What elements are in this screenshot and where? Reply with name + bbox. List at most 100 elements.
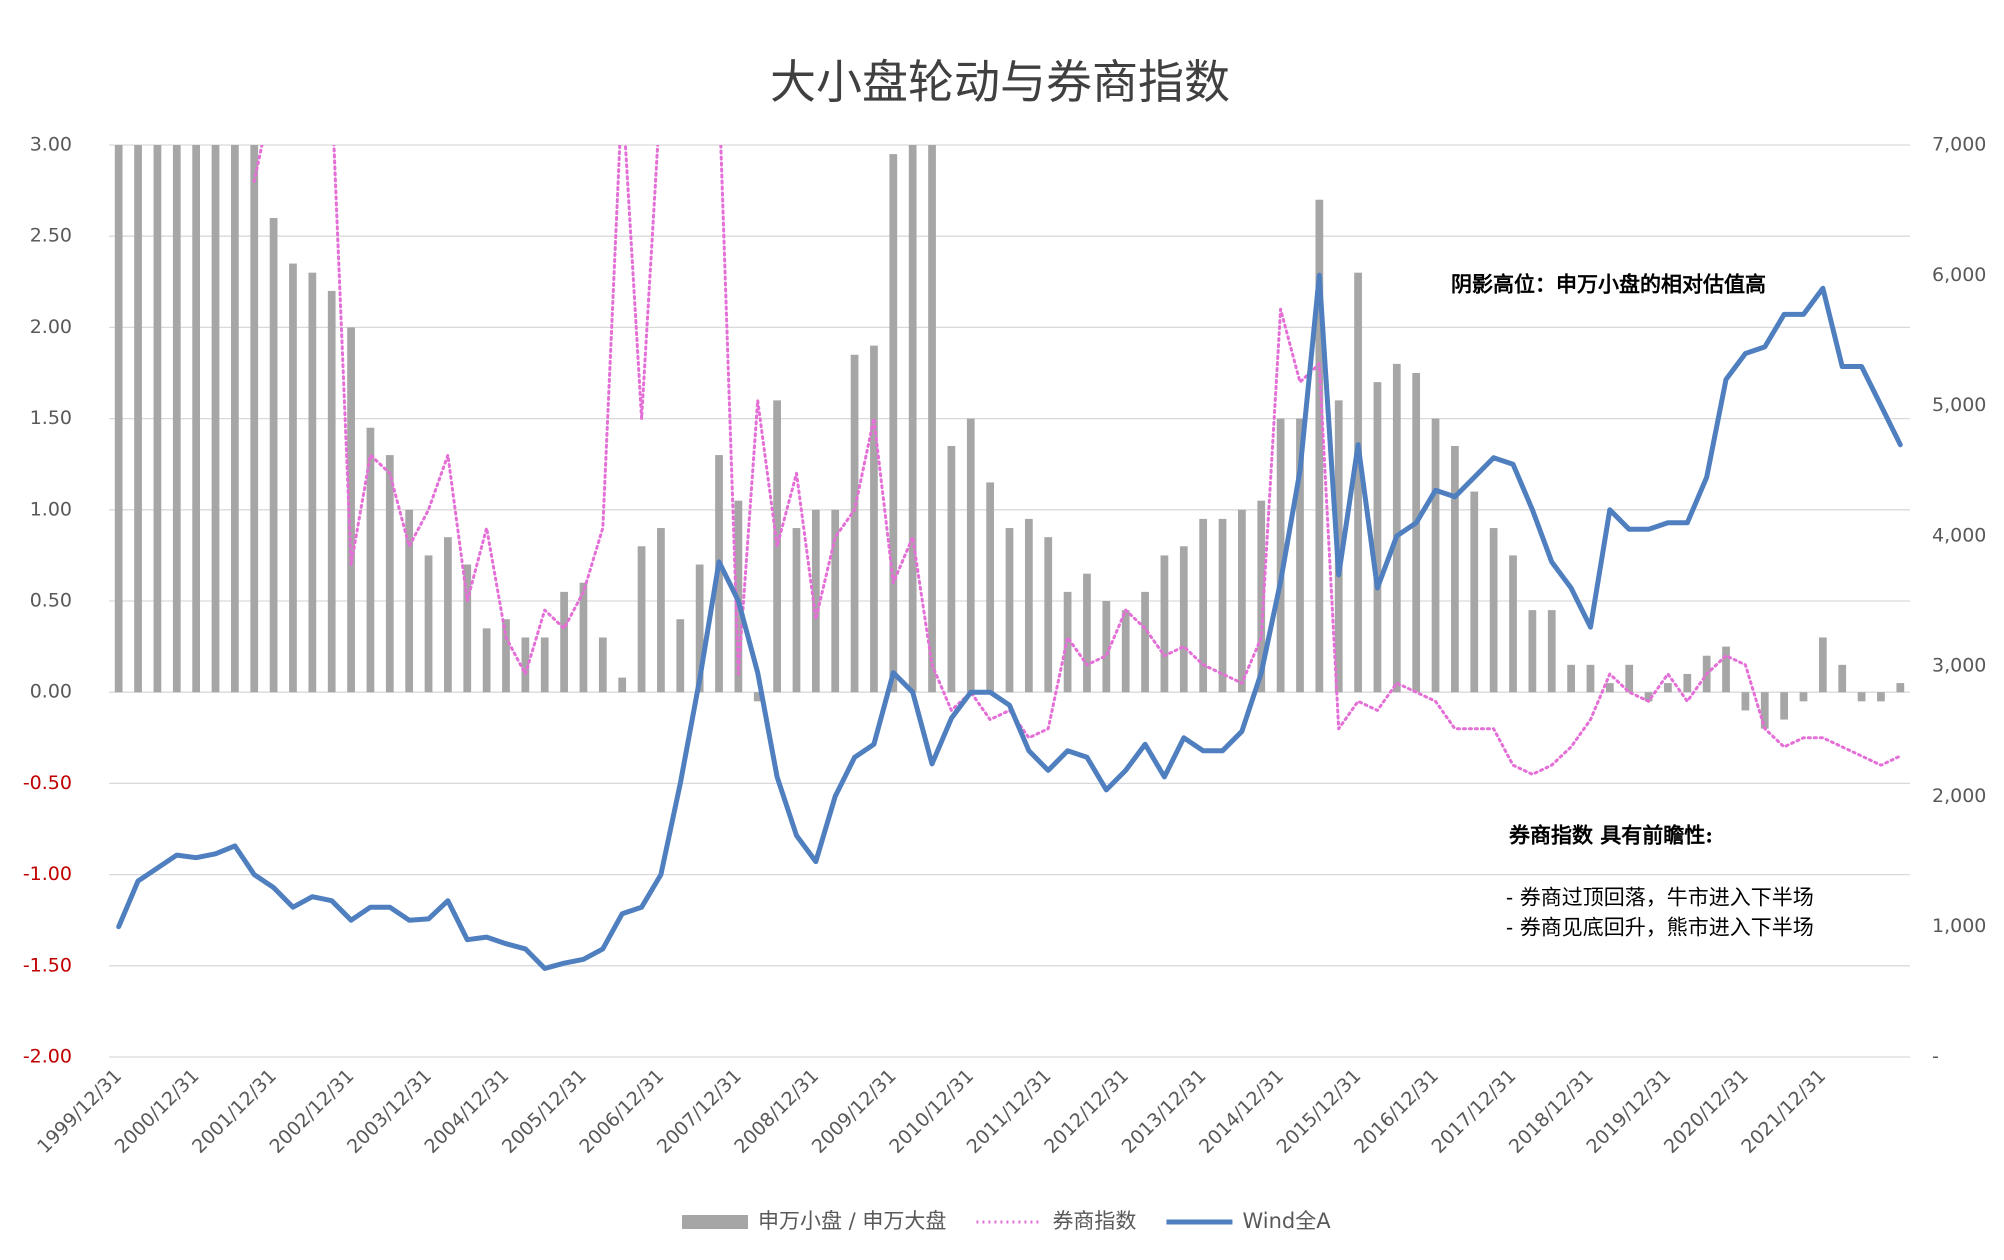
bar (1257, 500, 1266, 693)
bar (966, 418, 975, 693)
line-series (116, 272, 1903, 971)
bar (1586, 664, 1595, 693)
bar (908, 145, 917, 693)
bar (405, 509, 414, 693)
bar (1121, 610, 1130, 693)
bar (1276, 418, 1285, 693)
annotation: 阴影高位：申万小盘的相对估值高 (1451, 272, 1766, 297)
bar (192, 145, 201, 693)
bar (1179, 546, 1188, 693)
bar (502, 619, 510, 693)
line-series (252, 145, 1902, 776)
bar (1644, 692, 1653, 702)
bar (1605, 683, 1614, 693)
bar (811, 509, 820, 693)
bar (1664, 683, 1672, 693)
x-tick-label: 2021/12/31 (1737, 1065, 1830, 1158)
bar (1818, 637, 1827, 693)
bar (1218, 518, 1227, 693)
y-tick-label: -2.00 (23, 1046, 72, 1068)
y-tick-label: 3.00 (30, 134, 72, 156)
bar (153, 145, 162, 693)
bar (1160, 555, 1169, 693)
bar (579, 582, 588, 693)
y-tick-label: 2.50 (30, 225, 72, 247)
chart-title: 大小盘轮动与券商指数 (770, 55, 1230, 109)
bar (1392, 363, 1401, 693)
bar (598, 637, 607, 693)
y2-tick-label: 5,000 (1932, 394, 1986, 416)
bar (1238, 509, 1246, 693)
y2-tick-label: 1,000 (1932, 915, 1986, 937)
bar (1451, 445, 1459, 693)
bar (560, 591, 568, 693)
bar (134, 145, 142, 693)
bar (1412, 373, 1421, 693)
plot-area (114, 145, 1905, 971)
bar (444, 537, 452, 693)
bar (521, 637, 530, 693)
bar (1489, 528, 1498, 693)
y-tick-label: 0.00 (30, 681, 72, 703)
bar (1199, 518, 1208, 693)
y2-tick-label: 3,000 (1932, 655, 1986, 677)
bar (347, 327, 355, 693)
bar (114, 145, 123, 693)
bar (986, 482, 995, 693)
bar (1431, 418, 1440, 693)
bar (889, 154, 898, 693)
bar (385, 455, 394, 693)
bar (947, 445, 956, 693)
bar (1044, 537, 1053, 693)
bar (1625, 664, 1634, 693)
bar (250, 145, 259, 693)
bar (695, 564, 704, 693)
bar (1760, 692, 1769, 729)
bar (1683, 673, 1692, 693)
bar (1547, 610, 1556, 693)
bar (289, 263, 297, 693)
bar (1005, 528, 1014, 693)
bar (540, 637, 549, 693)
y2-tick-label: 7,000 (1932, 134, 1986, 156)
bar (1024, 518, 1033, 693)
y2-tick-label: 2,000 (1932, 785, 1986, 807)
bar (1722, 646, 1730, 693)
bar (753, 692, 762, 702)
bar (1470, 491, 1479, 693)
y-tick-label: 1.50 (30, 407, 72, 429)
bar (482, 628, 491, 693)
bar (1741, 692, 1750, 711)
bar (850, 354, 859, 693)
bar (676, 619, 685, 693)
bar (1315, 199, 1324, 693)
bar (366, 427, 375, 693)
bar (269, 217, 278, 693)
y-tick-label: -1.50 (23, 954, 72, 976)
annotation: - 券商见底回升，熊市进入下半场 (1506, 916, 1814, 940)
legend-label: 申万小盘 / 申万大盘 (758, 1209, 946, 1233)
y-tick-label: 0.50 (30, 590, 72, 612)
bar (870, 345, 878, 693)
bar (637, 546, 646, 693)
bar (1799, 692, 1808, 702)
annotation: - 券商过顶回落，牛市进入下半场 (1506, 886, 1814, 910)
y2-tick-label: 6,000 (1932, 264, 1986, 286)
legend-label: 券商指数 (1052, 1209, 1136, 1233)
bar (792, 528, 801, 693)
bar (424, 555, 433, 693)
bar (657, 528, 665, 693)
legend-swatch (682, 1215, 748, 1229)
annotation: 券商指数 具有前瞻性: (1509, 823, 1713, 848)
bar (308, 272, 317, 693)
bar (1083, 573, 1091, 693)
bar (1857, 692, 1866, 702)
y2-tick-label: 4,000 (1932, 524, 1986, 546)
bar (1354, 272, 1362, 693)
bar (327, 290, 336, 693)
bar (618, 677, 627, 693)
bar (1567, 664, 1575, 693)
y-tick-label: 1.00 (30, 498, 72, 520)
bar (831, 509, 840, 693)
